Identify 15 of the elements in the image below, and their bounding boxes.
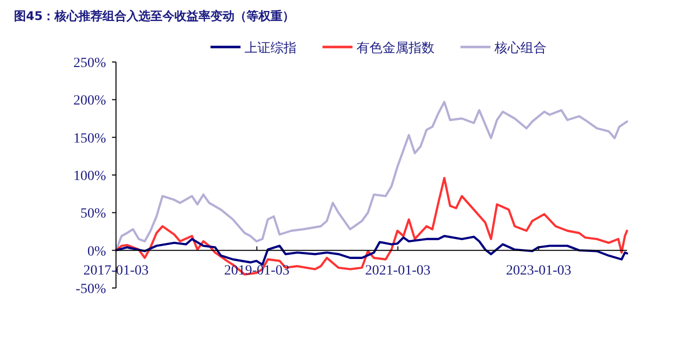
- y-tick-label: 250%: [73, 56, 106, 71]
- y-tick-label: 150%: [73, 131, 106, 146]
- x-tick-label: 2023-01-03: [506, 263, 572, 278]
- y-tick-label: 200%: [73, 94, 106, 109]
- x-tick-label: 2021-01-03: [365, 263, 430, 278]
- y-tick-label: 50%: [80, 206, 106, 222]
- legend-label: 上证综指: [244, 41, 296, 56]
- legend-label: 有色金属指数: [356, 41, 434, 56]
- legend-label: 核心组合: [494, 40, 546, 56]
- y-tick-label: 0%: [87, 244, 106, 260]
- line-series: [114, 234, 628, 266]
- y-tick-label: -50%: [76, 282, 106, 297]
- y-tick-label: 100%: [73, 169, 106, 184]
- chart-title: 图45：核心推荐组合入选至今收益率变动（等权重）: [14, 9, 295, 23]
- line-series: [114, 100, 628, 252]
